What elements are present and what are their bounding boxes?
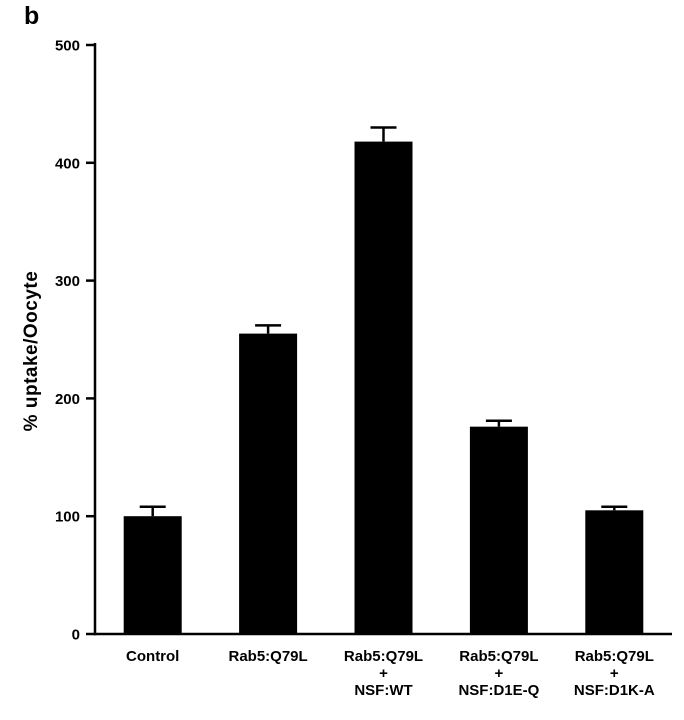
- y-tick-label: 100: [55, 509, 80, 526]
- bar: [123, 516, 182, 634]
- x-category-label: Rab5:Q79L: [575, 648, 654, 665]
- x-category-label: +: [379, 665, 388, 682]
- x-category-label: Rab5:Q79L: [344, 648, 423, 665]
- x-category-label: NSF:WT: [354, 682, 412, 699]
- bar: [354, 141, 413, 634]
- x-category-label: Control: [126, 648, 179, 665]
- y-tick-label: 400: [55, 155, 80, 172]
- x-category-label: Rab5:Q79L: [228, 648, 307, 665]
- y-tick-label: 500: [55, 38, 80, 55]
- x-category-label: +: [610, 665, 619, 682]
- bar: [585, 510, 644, 634]
- y-tick-label: 300: [55, 273, 80, 290]
- x-category-label: +: [495, 665, 504, 682]
- y-tick-label: 200: [55, 391, 80, 408]
- bar: [239, 333, 298, 634]
- x-category-label: NSF:D1E-Q: [458, 682, 539, 699]
- x-category-label: NSF:D1K-A: [574, 682, 655, 699]
- y-tick-label: 0: [72, 627, 80, 644]
- y-axis-title: % uptake/Oocyte: [21, 270, 42, 432]
- bar: [469, 426, 528, 634]
- x-category-label: Rab5:Q79L: [459, 648, 538, 665]
- panel-label: b: [24, 2, 40, 30]
